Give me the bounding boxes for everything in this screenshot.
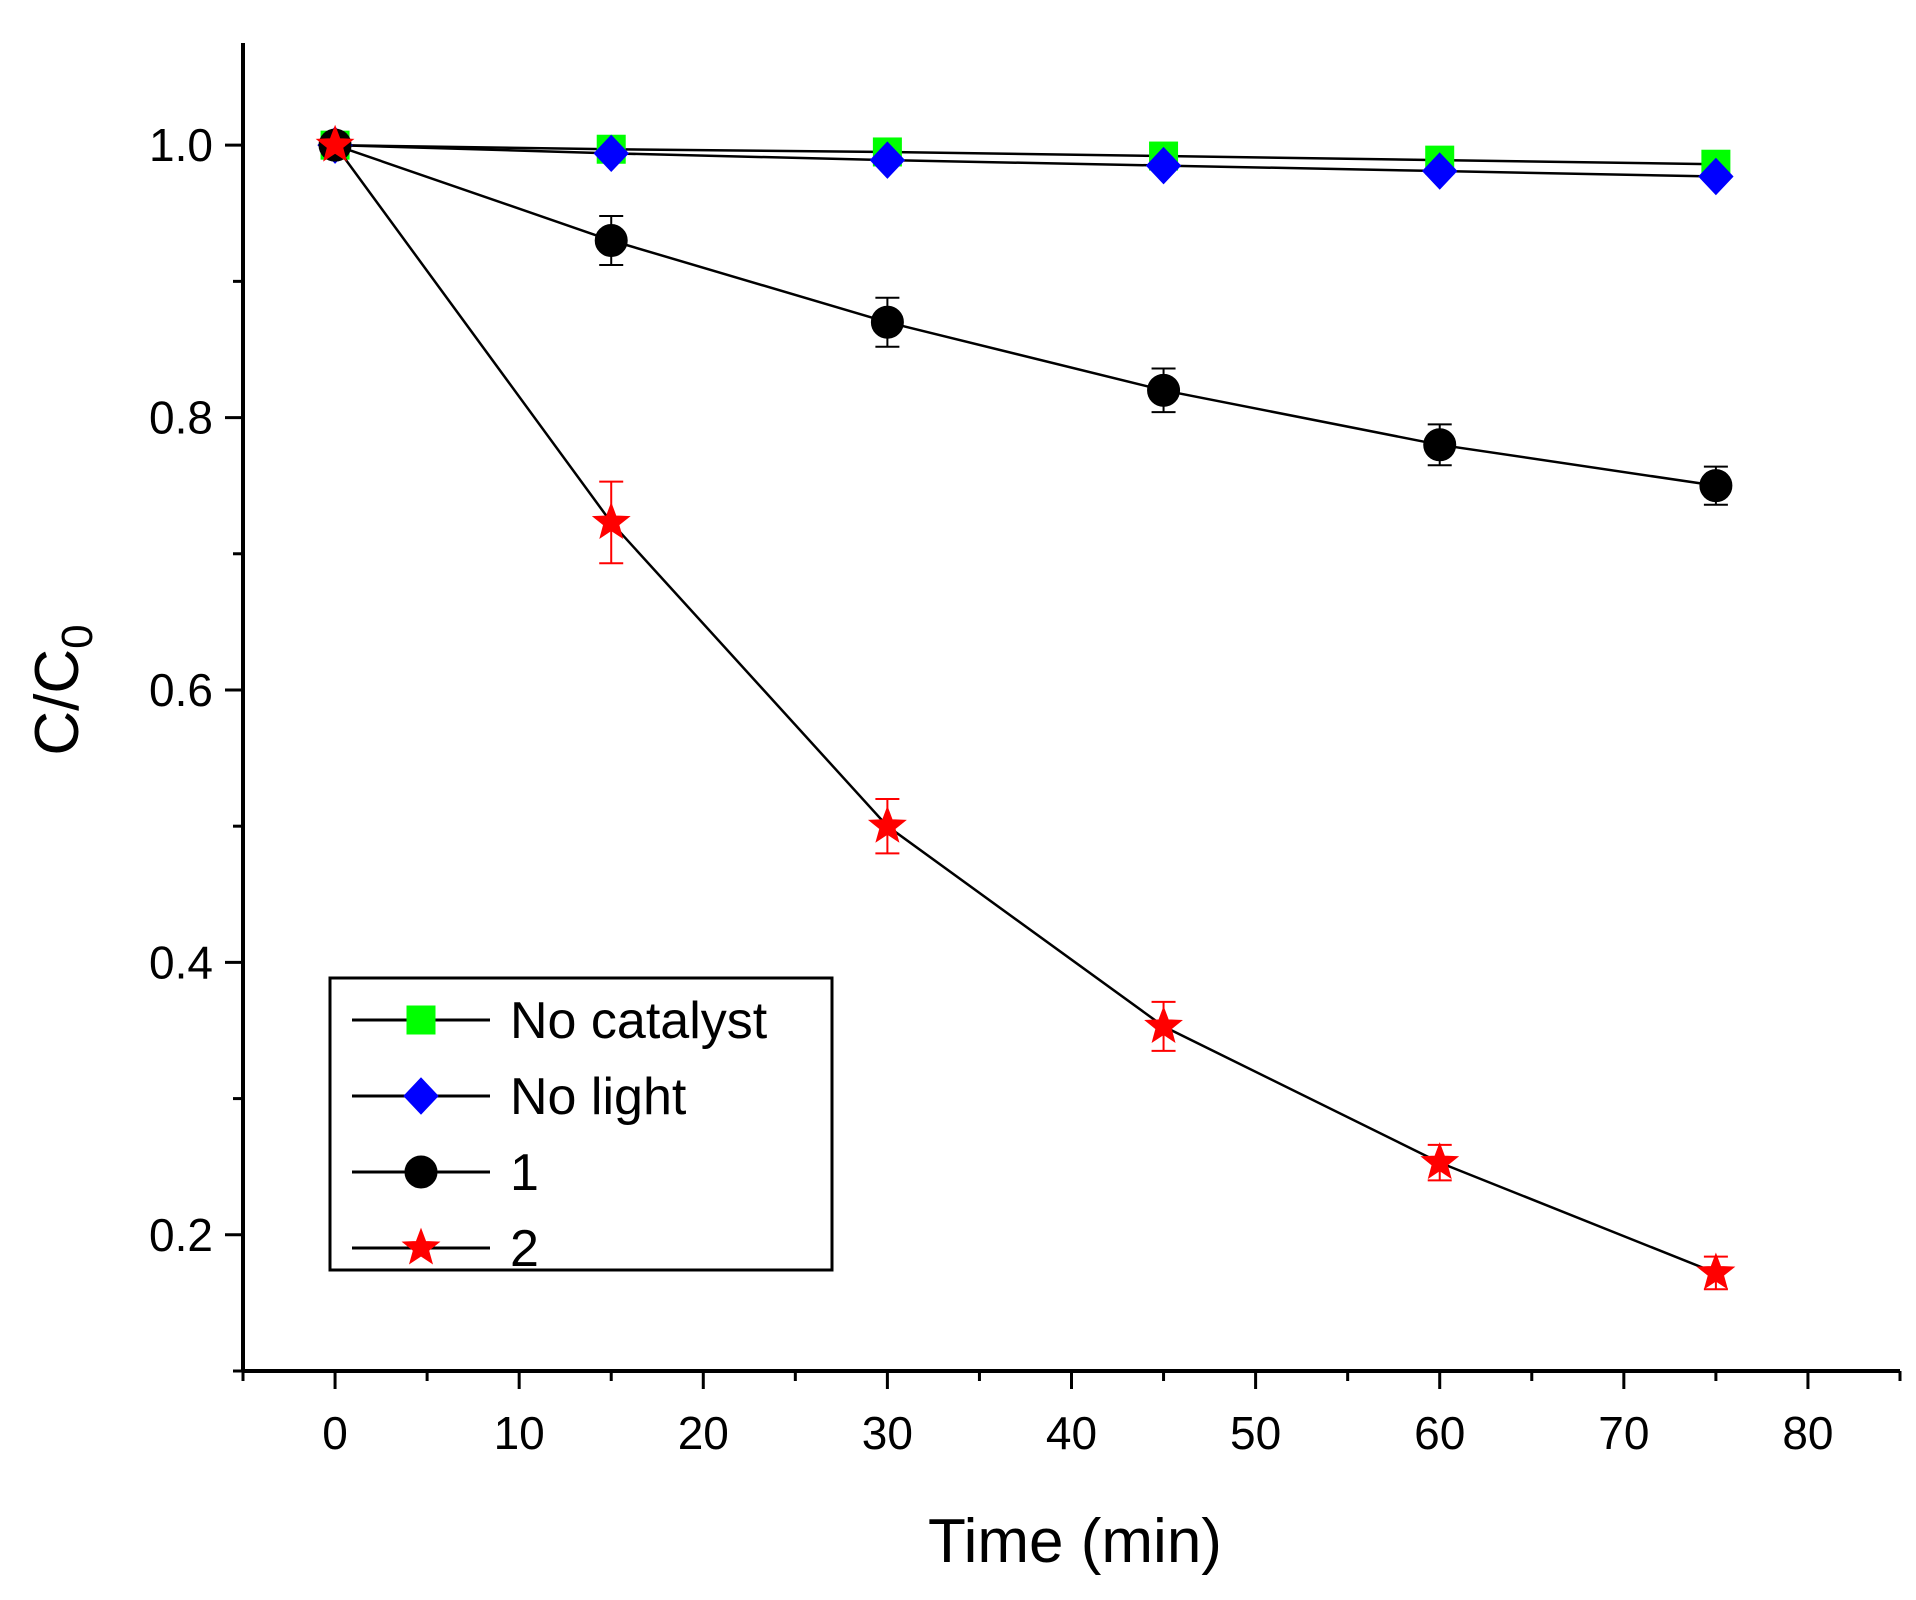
legend-label: No catalyst: [510, 992, 768, 1050]
x-tick-label: 20: [678, 1407, 729, 1459]
x-tick-label: 60: [1414, 1407, 1465, 1459]
y-axis-title: C/C0: [23, 624, 102, 755]
legend-marker: [404, 1155, 438, 1189]
data-point: [867, 805, 907, 843]
x-axis-title: Time (min): [928, 1507, 1222, 1576]
y-tick-label: 0.8: [149, 392, 213, 444]
y-axis-title-main: C/C: [23, 649, 92, 756]
series-0: [320, 130, 1731, 179]
x-tick-label: 30: [862, 1407, 913, 1459]
data-point: [1422, 152, 1458, 190]
x-tick-label: 0: [322, 1407, 348, 1459]
axes-layer: 0 10 20 30 40 50 60 70 80 0.2 0.4 0.6 0.8 1.0: [149, 43, 1902, 1459]
series-3: [315, 124, 1736, 1291]
data-point: [1420, 1142, 1460, 1180]
data-point: [869, 141, 906, 179]
legend-marker: [401, 1227, 441, 1265]
x-tick-label: 70: [1598, 1407, 1649, 1459]
x-tick-label: 40: [1046, 1407, 1097, 1459]
y-tick-label: 0.6: [149, 664, 213, 716]
data-point: [591, 501, 631, 539]
series-line: [334, 144, 1717, 1275]
data-point: [1696, 1252, 1736, 1290]
legend-marker: [403, 1077, 439, 1115]
x-tick-label: 10: [494, 1407, 545, 1459]
series-2: [318, 128, 1733, 506]
legend-label: 2: [510, 1220, 539, 1278]
y-tick-label: 0.2: [149, 1209, 213, 1261]
y-axis-title-subscript: 0: [53, 624, 102, 648]
series-line: [335, 143, 1716, 178]
series-layer: [315, 124, 1736, 1291]
data-point: [1699, 469, 1733, 503]
data-point: [1698, 157, 1734, 196]
series-line: [334, 143, 1717, 487]
data-point: [1423, 428, 1457, 462]
data-point: [315, 124, 355, 162]
x-tick-label: 50: [1230, 1407, 1281, 1459]
data-point: [1144, 1005, 1183, 1043]
data-point: [1147, 373, 1181, 407]
data-point: [870, 305, 904, 339]
series-line: [335, 143, 1716, 166]
legend-label: 1: [510, 1144, 539, 1202]
y-tick-label: 0.4: [149, 936, 213, 988]
x-tick-label: 80: [1782, 1407, 1833, 1459]
data-point: [593, 134, 629, 173]
legend: No catalyst No light 1 2: [328, 976, 834, 1278]
y-tick-label: 1.0: [149, 119, 213, 171]
legend-marker: [406, 1005, 436, 1035]
legend-label: No light: [510, 1068, 687, 1126]
data-point: [1145, 146, 1182, 185]
data-point: [594, 223, 628, 257]
